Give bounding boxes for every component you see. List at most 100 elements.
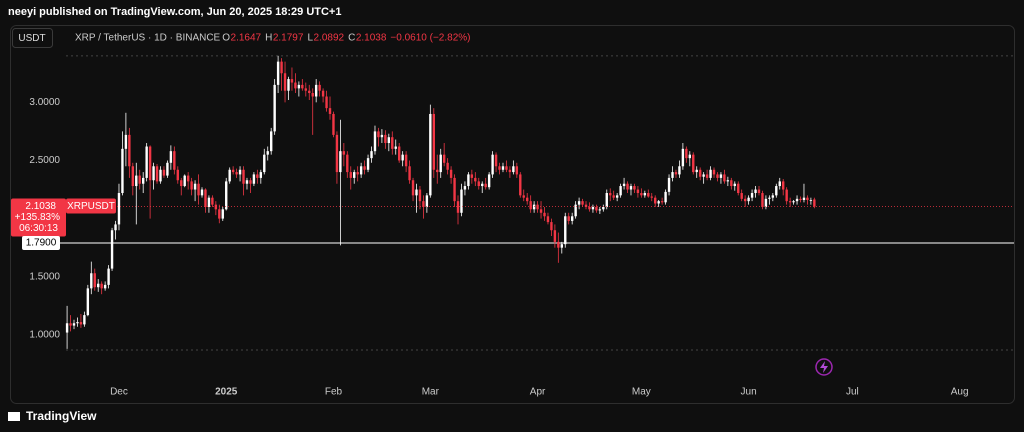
- candle-body: [619, 186, 622, 196]
- candle-body: [564, 216, 567, 245]
- y-tick-label: 1.5000: [29, 271, 60, 282]
- candle-body: [269, 131, 273, 152]
- legend-field-label: C: [348, 33, 355, 44]
- candle-body: [190, 181, 193, 190]
- candle-body: [304, 88, 307, 91]
- candle-body: [411, 180, 415, 196]
- candle-body: [159, 169, 162, 182]
- candle-body: [384, 134, 387, 144]
- candle-body: [716, 174, 719, 178]
- chart-panel: [10, 25, 1015, 404]
- candle-body: [266, 151, 269, 155]
- candle-body: [709, 169, 712, 178]
- candle-body: [176, 169, 179, 181]
- candle-body: [380, 134, 384, 138]
- countdown-label: 06:30:13: [19, 223, 58, 234]
- currency-button[interactable]: [12, 28, 53, 48]
- candle-body: [581, 201, 584, 205]
- candle-body: [346, 154, 349, 173]
- candle-body: [283, 73, 287, 91]
- candle-body: [415, 189, 418, 196]
- candle-body: [557, 241, 560, 248]
- candle-body: [595, 206, 598, 211]
- candle-body: [640, 193, 643, 196]
- candle-body: [685, 148, 688, 159]
- x-tick-label: Apr: [530, 387, 546, 398]
- publish-header: neeyi published on TradingView.com, Jun …: [8, 6, 341, 18]
- candle-body: [643, 193, 647, 196]
- candle-body: [550, 222, 553, 231]
- candle-body: [792, 201, 795, 203]
- candle-body: [778, 181, 781, 187]
- legend-field-value: 2.0892: [314, 33, 345, 44]
- candle-body: [567, 216, 570, 221]
- candle-body: [453, 177, 456, 202]
- candle-body: [297, 84, 301, 89]
- candle-body: [436, 169, 439, 173]
- candle-body: [750, 193, 754, 198]
- candle-body: [508, 169, 512, 173]
- legend-field-label: L: [307, 33, 313, 44]
- candle-body: [664, 191, 667, 203]
- candle-body: [688, 154, 692, 159]
- candle-body: [660, 201, 664, 203]
- candle-body: [228, 169, 231, 182]
- candle-body: [231, 169, 235, 173]
- candle-body: [785, 189, 788, 202]
- candle-body: [252, 174, 256, 184]
- candle-body: [512, 166, 515, 173]
- candle-body: [131, 166, 135, 187]
- candle-body: [180, 180, 183, 187]
- candle-body: [121, 148, 124, 194]
- candle-body: [366, 158, 370, 170]
- candle-body: [560, 244, 563, 248]
- candle-body: [76, 322, 79, 324]
- candle-body: [598, 209, 602, 211]
- candle-body: [404, 154, 408, 167]
- candle-body: [591, 206, 595, 210]
- candle-body: [69, 323, 72, 326]
- candle-body: [650, 196, 653, 198]
- candle-body: [574, 204, 577, 217]
- candle-body: [117, 193, 121, 225]
- candle-body: [169, 151, 173, 163]
- candle-body: [802, 197, 806, 200]
- legend-field-value: 2.1647: [231, 33, 262, 44]
- candle-body: [761, 193, 764, 207]
- candle-body: [145, 146, 148, 178]
- candle-body: [491, 154, 494, 175]
- candle-body: [806, 197, 809, 200]
- candle-body: [183, 175, 186, 187]
- y-tick-label: 3.0000: [29, 97, 60, 108]
- candle-body: [128, 134, 131, 167]
- candle-body: [225, 181, 228, 210]
- legend: XRP / TetherUS · 1D · BINANCE O 2.1647 H 2.1…: [75, 33, 470, 44]
- level-label-box: [22, 236, 60, 251]
- candle-body: [301, 84, 304, 89]
- candle-body: [730, 180, 733, 187]
- candle-body: [401, 154, 404, 161]
- candle-body: [636, 189, 640, 194]
- currency-label[interactable]: USDT: [18, 33, 45, 44]
- price-label: 2.1038: [25, 201, 56, 212]
- candle-body: [155, 166, 159, 182]
- x-tick-label: Mar: [422, 387, 440, 398]
- candle-body: [308, 90, 311, 94]
- candle-body: [193, 183, 197, 190]
- candle-body: [667, 177, 671, 192]
- candle-body: [72, 323, 76, 326]
- candle-body: [629, 186, 633, 190]
- price-label-box: [11, 198, 66, 237]
- event-icon[interactable]: [815, 358, 833, 376]
- candle-body: [743, 198, 747, 202]
- candle-body: [678, 166, 681, 175]
- x-tick-label: Feb: [325, 387, 343, 398]
- candle-body: [204, 189, 207, 207]
- logo-mark: [8, 412, 20, 421]
- candle-body: [218, 209, 221, 219]
- candle-body: [110, 230, 114, 269]
- candle-body: [532, 204, 536, 210]
- candle-body: [674, 172, 678, 175]
- candle-body: [97, 283, 100, 288]
- candle-body: [577, 201, 581, 205]
